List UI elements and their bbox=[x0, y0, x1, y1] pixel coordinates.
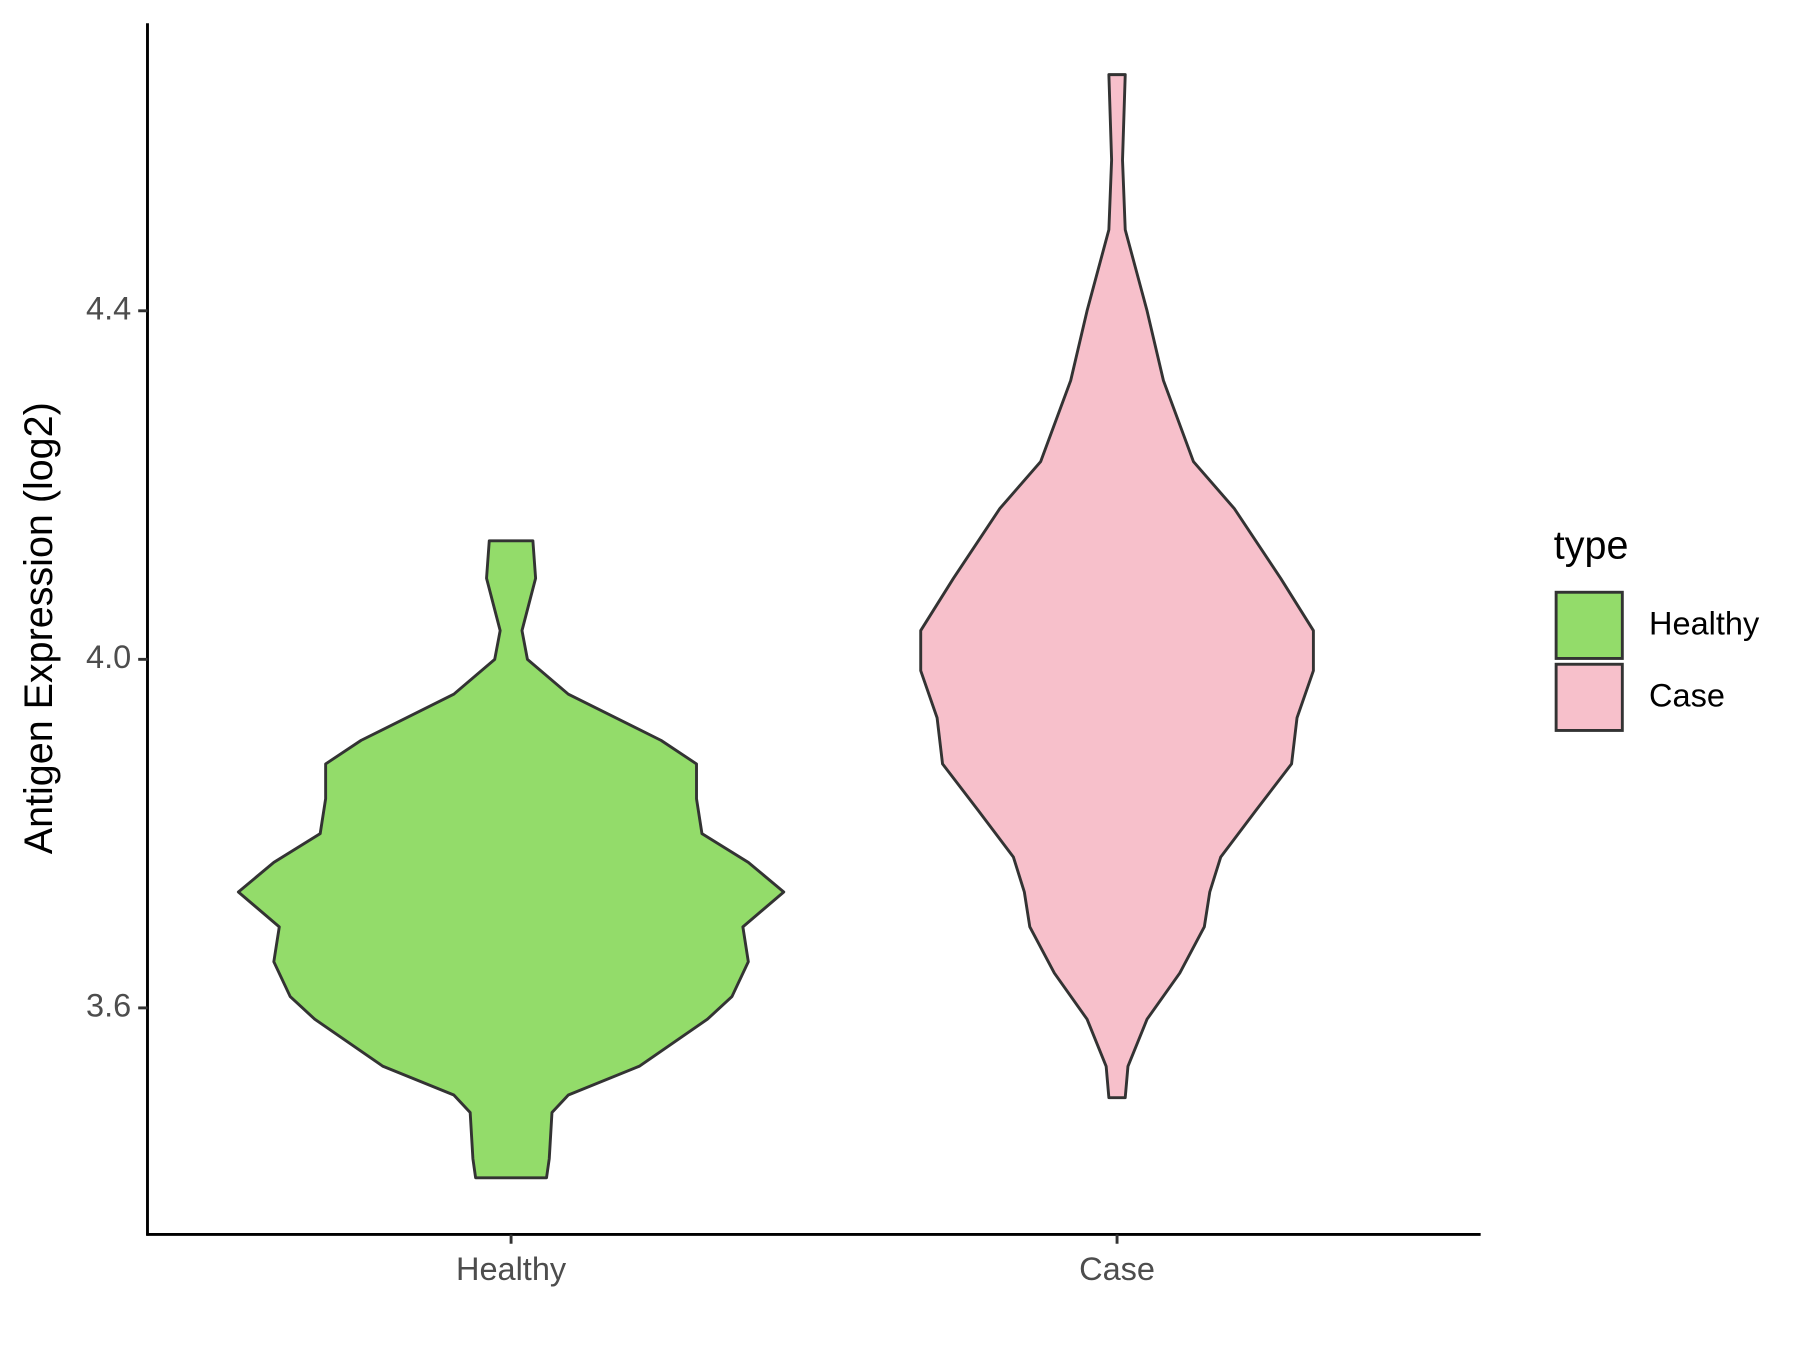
x-tick-label: Healthy bbox=[456, 1251, 567, 1287]
x-tick-label: Case bbox=[1079, 1251, 1155, 1287]
y-tick-label: 4.4 bbox=[86, 290, 131, 326]
legend-key bbox=[1554, 590, 1624, 660]
legend-title: type bbox=[1554, 524, 1629, 568]
y-tick-label: 3.6 bbox=[86, 987, 131, 1023]
violin bbox=[236, 539, 786, 1180]
legend-key bbox=[1554, 662, 1624, 732]
legend-label: Healthy bbox=[1649, 606, 1760, 642]
y-tick-label: 4.0 bbox=[86, 639, 131, 675]
y-axis-title: Antigen Expression (log2) bbox=[17, 402, 61, 854]
violin bbox=[919, 73, 1315, 1100]
legend-label: Case bbox=[1649, 678, 1725, 714]
